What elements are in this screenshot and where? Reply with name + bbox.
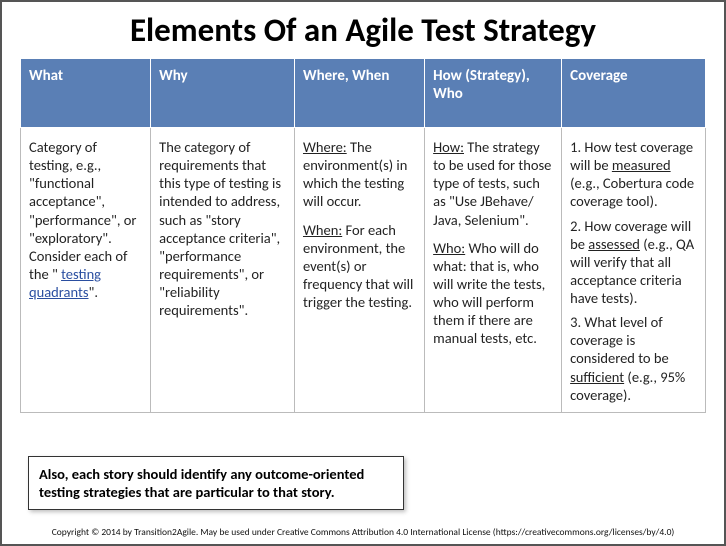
cell-why: The category of requirements that this t…: [151, 128, 295, 413]
col-how-who: How (Strategy), Who: [425, 59, 562, 128]
col-where-when: Where, When: [294, 59, 424, 128]
table-header-row: What Why Where, When How (Strategy), Who…: [21, 59, 706, 128]
what-text: Category of testing, e.g., "functional a…: [29, 138, 136, 283]
cell-coverage: 1. How test coverage will be measured (e…: [562, 128, 706, 413]
slide-title: Elements Of an Agile Test Strategy: [20, 10, 706, 50]
col-why: Why: [151, 59, 295, 128]
col-coverage: Coverage: [562, 59, 706, 128]
copyright-footer: Copyright © 2014 by Transition2Agile. Ma…: [2, 526, 724, 538]
cell-how-who: How: The strategy to be used for those t…: [425, 128, 562, 413]
col-what: What: [21, 59, 151, 128]
coverage-item-3: 3. What level of coverage is considered …: [570, 313, 697, 404]
cell-what: Category of testing, e.g., "functional a…: [21, 128, 151, 413]
how-label: How:: [433, 138, 464, 156]
where-label: Where:: [303, 138, 347, 156]
callout-box: Also, each story should identify any out…: [28, 456, 404, 510]
who-label: Who:: [433, 239, 465, 257]
when-label: When:: [303, 221, 342, 239]
strategy-table: What Why Where, When How (Strategy), Who…: [20, 58, 706, 413]
table-row: Category of testing, e.g., "functional a…: [21, 128, 706, 413]
what-text-post: ".: [89, 283, 98, 301]
coverage-item-2: 2. How coverage will be assessed (e.g., …: [570, 217, 697, 308]
slide: Elements Of an Agile Test Strategy What …: [0, 0, 726, 546]
coverage-item-1: 1. How test coverage will be measured (e…: [570, 138, 697, 211]
cell-where-when: Where: The environment(s) in which the t…: [294, 128, 424, 413]
